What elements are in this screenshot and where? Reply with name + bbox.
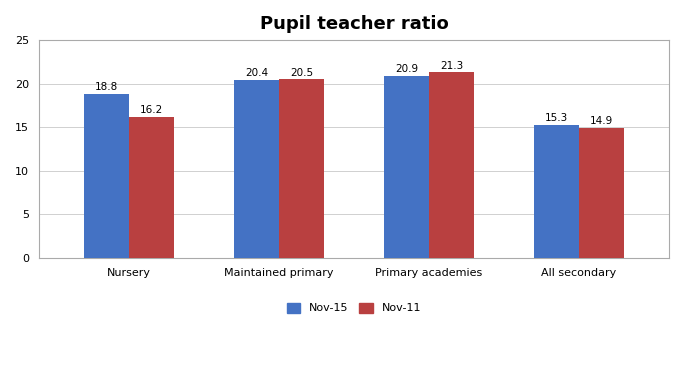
- Bar: [84, 94, 129, 258]
- Text: 20.5: 20.5: [290, 68, 313, 77]
- Text: 20.4: 20.4: [245, 68, 268, 79]
- Bar: [429, 72, 474, 258]
- Bar: [234, 80, 279, 258]
- Bar: [384, 76, 429, 258]
- Title: Pupil teacher ratio: Pupil teacher ratio: [259, 15, 448, 33]
- Bar: [579, 128, 624, 258]
- Text: 15.3: 15.3: [545, 113, 568, 123]
- Bar: [129, 117, 174, 258]
- Legend: Nov-15, Nov-11: Nov-15, Nov-11: [282, 298, 425, 318]
- Text: 18.8: 18.8: [95, 82, 118, 92]
- Text: 20.9: 20.9: [395, 64, 418, 74]
- Text: 16.2: 16.2: [140, 105, 163, 115]
- Text: 21.3: 21.3: [440, 61, 463, 71]
- Bar: [279, 79, 324, 258]
- Bar: [534, 125, 579, 258]
- Text: 14.9: 14.9: [590, 116, 613, 126]
